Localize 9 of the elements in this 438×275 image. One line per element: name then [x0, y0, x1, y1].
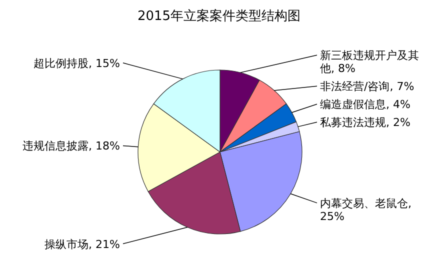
- slice-label: 违规信息披露, 18%: [22, 140, 120, 153]
- slice-label: 编造虚假信息, 4%: [320, 98, 410, 112]
- slice-label: 非法经营/咨询, 7%: [320, 80, 414, 94]
- slice-label: 超比例持股, 15%: [34, 56, 120, 70]
- slice-label: 操纵市场, 21%: [44, 238, 120, 251]
- slice-label: 内幕交易、老鼠仓, 25%: [320, 196, 412, 223]
- slice-label: 私募违法违规, 2%: [320, 116, 410, 130]
- chart-title: 2015年立案案件类型结构图: [137, 8, 301, 24]
- slice-label: 新三板违规开户及其他, 8%: [320, 49, 419, 76]
